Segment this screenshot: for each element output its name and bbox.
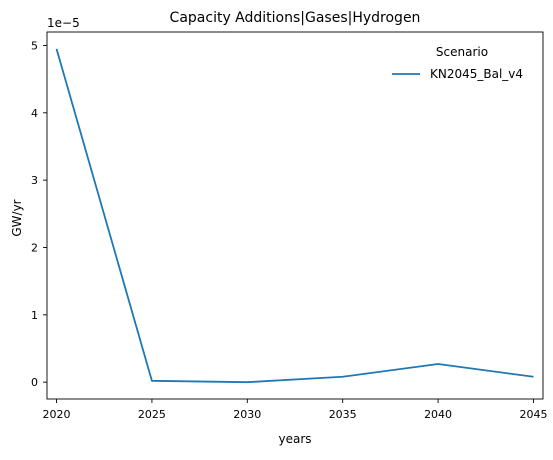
x-tick-label: 2025	[138, 408, 166, 421]
legend-title: Scenario	[436, 45, 488, 59]
x-tick-label: 2040	[424, 408, 452, 421]
y-offset-label: 1e−5	[47, 16, 80, 30]
y-tick-label: 2	[31, 241, 38, 254]
x-tick-label: 2030	[233, 408, 261, 421]
x-axis-label: years	[278, 432, 311, 446]
chart-title: Capacity Additions|Gases|Hydrogen	[170, 10, 421, 26]
y-axis: 0 1 2 3 4 5	[31, 39, 47, 389]
y-tick-label: 5	[31, 39, 38, 52]
legend: Scenario KN2045_Bal_v4	[392, 45, 523, 81]
y-tick-label: 3	[31, 174, 38, 187]
x-axis: 2020 2025 2030 2035 2040 2045	[43, 399, 548, 421]
x-tick-label: 2035	[329, 408, 357, 421]
y-tick-label: 1	[31, 309, 38, 322]
series-line-0	[57, 49, 534, 382]
series-layer	[57, 49, 534, 382]
legend-label: KN2045_Bal_v4	[430, 67, 523, 81]
plot-frame	[47, 32, 543, 399]
x-tick-label: 2020	[43, 408, 71, 421]
y-tick-label: 0	[31, 376, 38, 389]
plot-area: 2020 2025 2030 2035 2040 2045 0 1 2 3 4 5	[31, 32, 547, 421]
y-tick-label: 4	[31, 107, 38, 120]
x-tick-label: 2045	[519, 408, 547, 421]
y-axis-label: GW/yr	[10, 199, 24, 236]
